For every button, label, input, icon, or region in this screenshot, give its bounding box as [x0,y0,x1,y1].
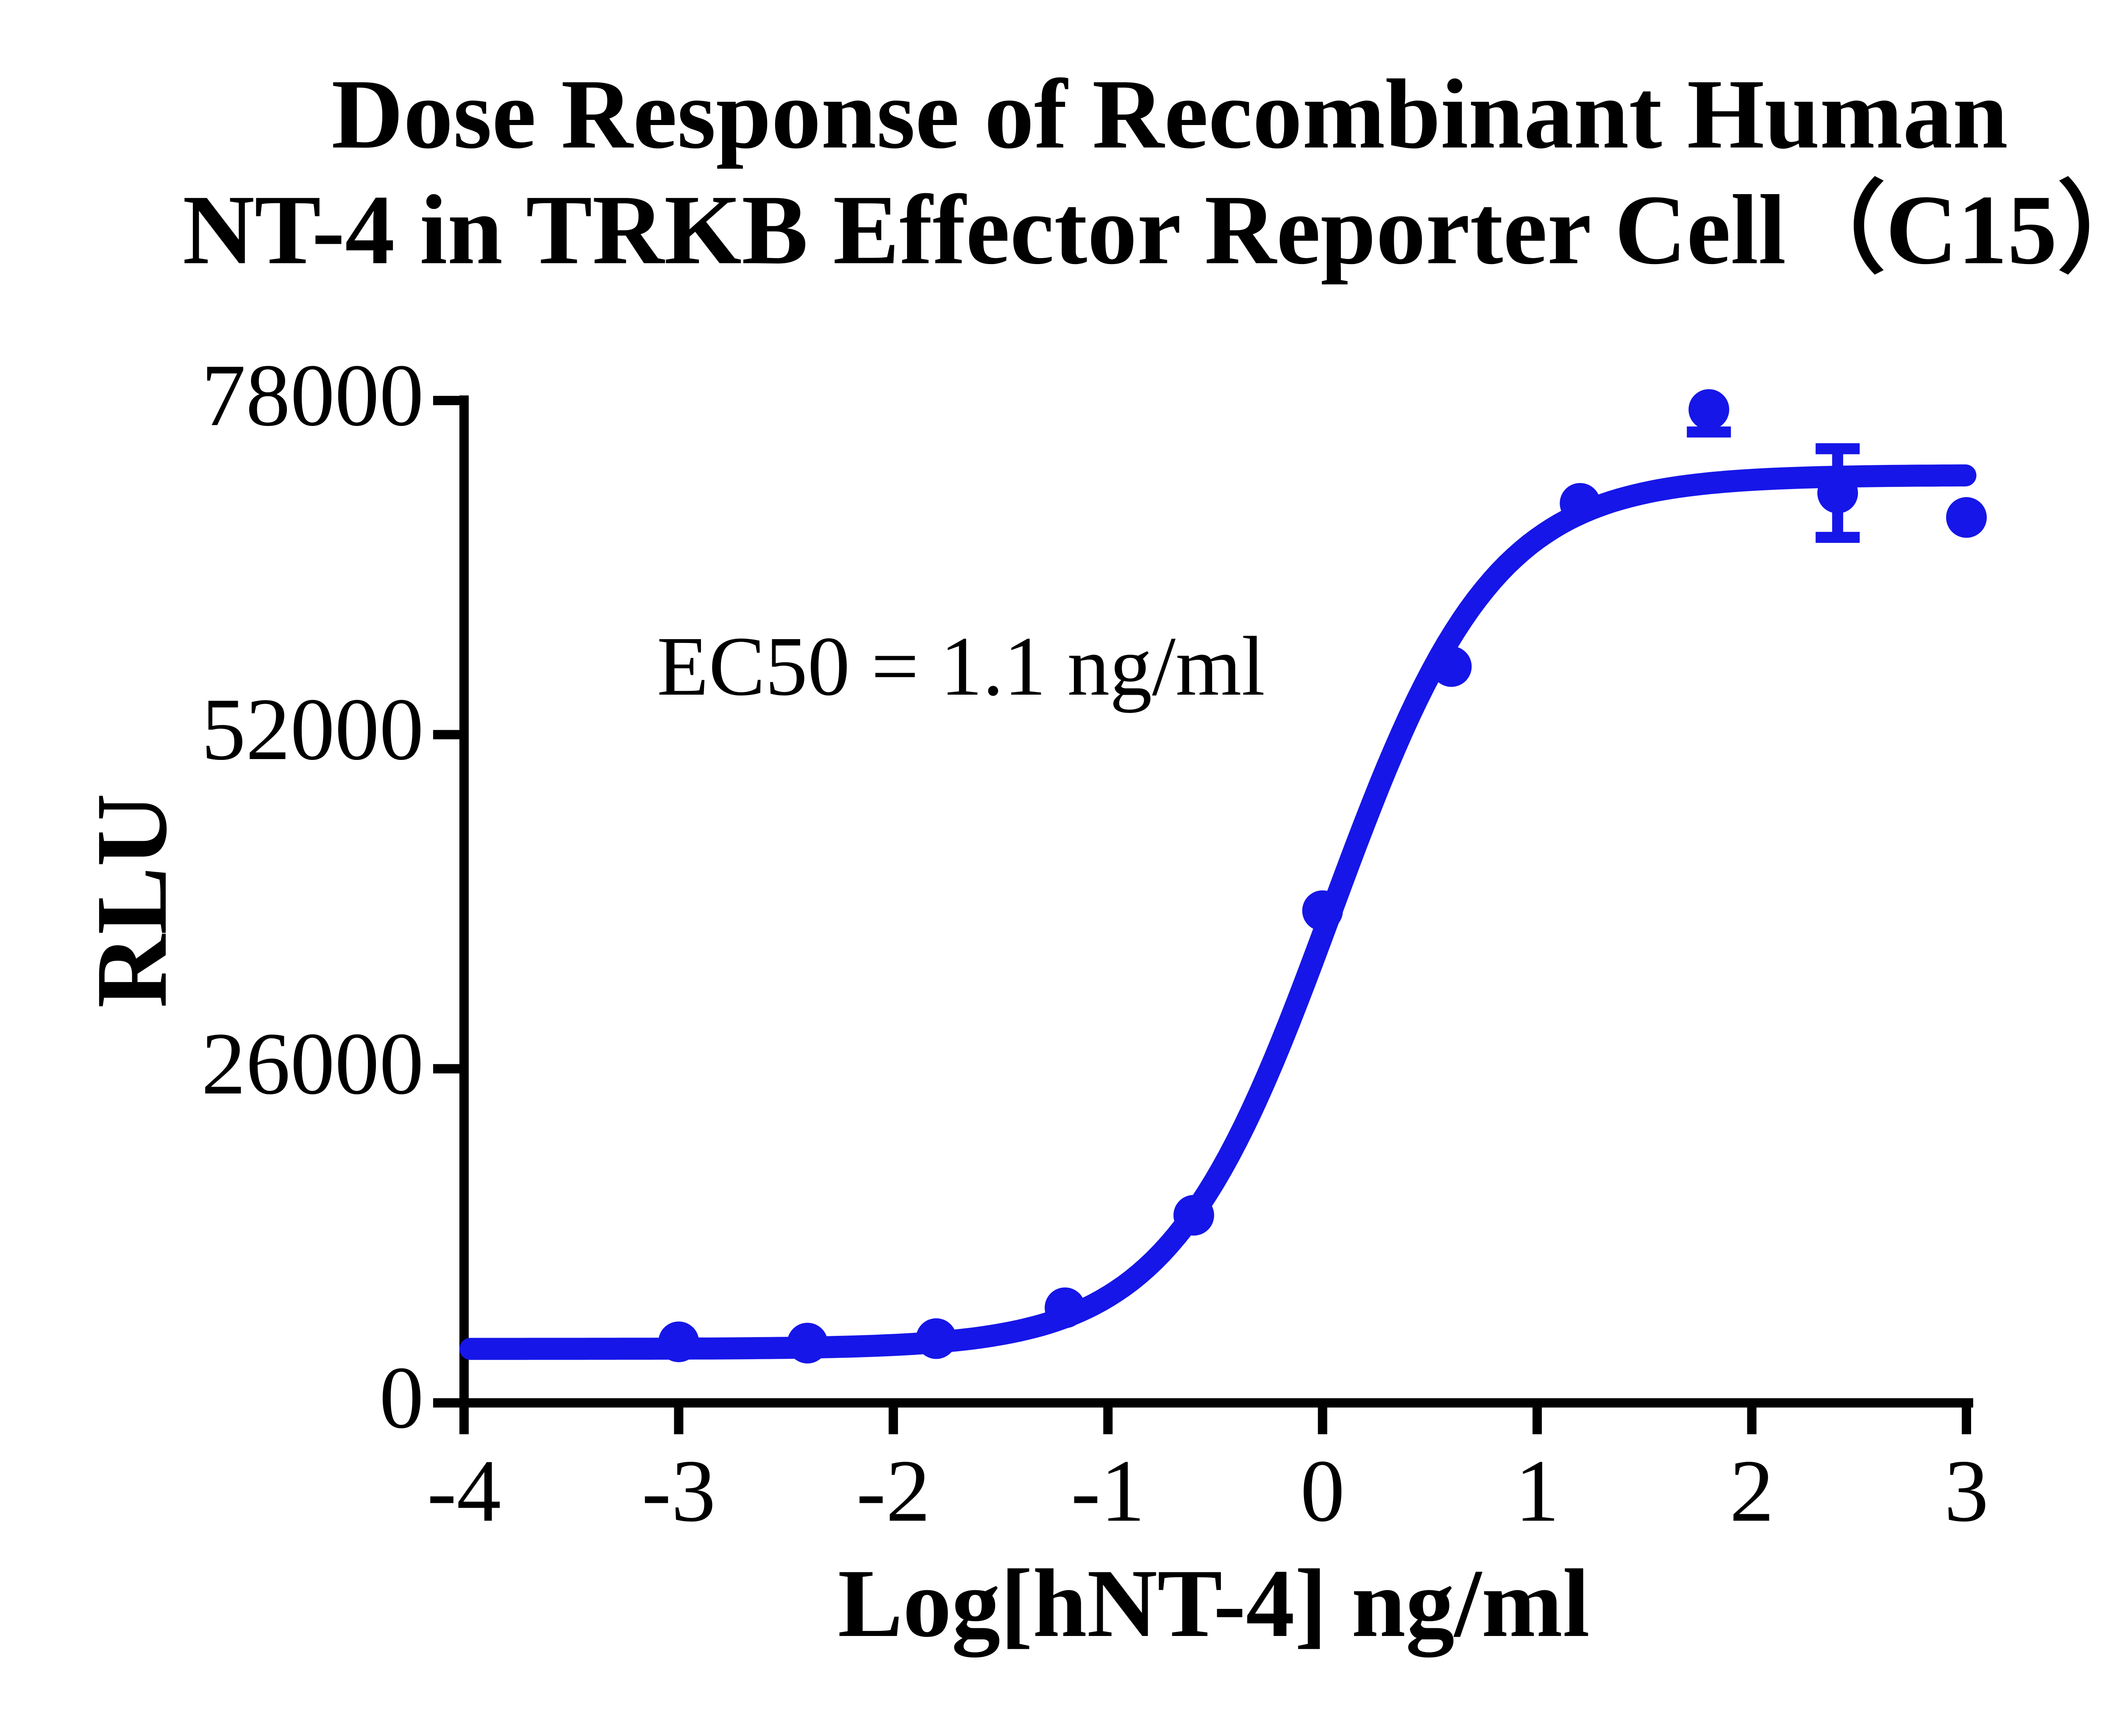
x-axis-title: Log[hNT-4] ng/ml [837,1549,1590,1657]
x-tick-label: 0 [1300,1442,1345,1540]
x-tick-mark [1318,1408,1327,1434]
x-axis-line [433,1398,1973,1408]
x-tick-label: -3 [641,1442,716,1540]
ec50-annotation: EC50 = 1.1 ng/ml [657,620,1265,713]
x-tick-mark [1532,1408,1542,1434]
data-point-marker [1946,497,1987,538]
x-tick-mark [888,1408,898,1434]
data-point-marker [658,1321,699,1362]
data-point-marker [1431,646,1472,687]
x-tick-label: -4 [427,1442,501,1540]
x-tick-mark [459,1408,469,1434]
data-point-marker [1817,473,1858,514]
chart-title-line1: Dose Response of Recombinant Human [331,59,2008,169]
data-point-marker [1173,1195,1214,1236]
x-tick-mark [1962,1408,1971,1434]
x-tick-label: -1 [1071,1442,1145,1540]
x-tick-label: -2 [856,1442,931,1540]
fit-curve [459,464,1977,1360]
data-point-marker [916,1318,957,1359]
x-tick-label: 2 [1730,1442,1774,1540]
y-tick-mark [433,1064,459,1074]
data-point-marker [1045,1287,1085,1328]
data-point-marker [1688,389,1730,430]
data-point-marker [787,1323,828,1364]
y-tick-label: 0 [379,1349,424,1447]
chart-title-line2: NT-4 in TRKB Effector Reporter Cell（C15） [182,175,2119,285]
y-tick-mark [433,730,459,740]
y-tick-mark [433,396,459,405]
y-tick-label: 78000 [201,346,424,445]
x-tick-label: 1 [1515,1442,1560,1540]
data-point-marker [1302,890,1343,931]
x-tick-label: 3 [1944,1442,1989,1540]
y-tick-mark [433,1398,459,1408]
data-point-marker [1560,483,1601,524]
x-tick-mark [1747,1408,1757,1434]
x-tick-mark [674,1408,684,1434]
x-tick-mark [1103,1408,1113,1434]
y-axis-line [459,395,469,1408]
y-tick-label: 26000 [201,1014,424,1113]
y-tick-label: 52000 [201,680,424,779]
